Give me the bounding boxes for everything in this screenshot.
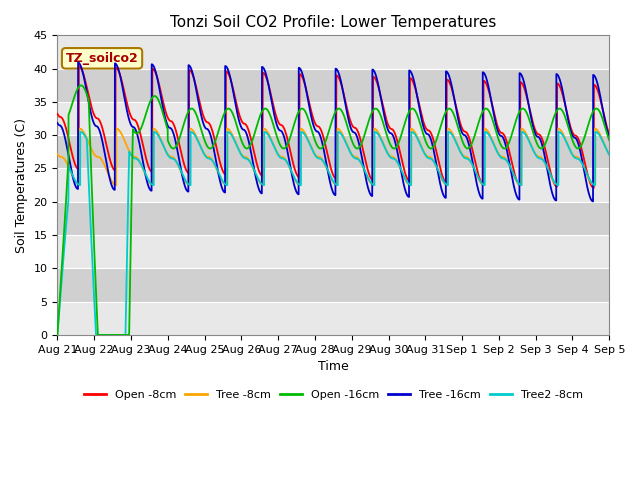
X-axis label: Time: Time [318,360,349,373]
Bar [58,268,609,301]
Bar [58,36,609,69]
Bar [58,202,609,235]
Text: TZ_soilco2: TZ_soilco2 [66,52,138,65]
Bar [58,102,609,135]
Title: Tonzi Soil CO2 Profile: Lower Temperatures: Tonzi Soil CO2 Profile: Lower Temperatur… [170,15,497,30]
Legend: Open -8cm, Tree -8cm, Open -16cm, Tree -16cm, Tree2 -8cm: Open -8cm, Tree -8cm, Open -16cm, Tree -… [79,385,588,404]
Bar [58,168,609,202]
Bar [58,235,609,268]
Bar [58,301,609,335]
Y-axis label: Soil Temperatures (C): Soil Temperatures (C) [15,118,28,252]
Bar [58,135,609,168]
Bar [58,69,609,102]
